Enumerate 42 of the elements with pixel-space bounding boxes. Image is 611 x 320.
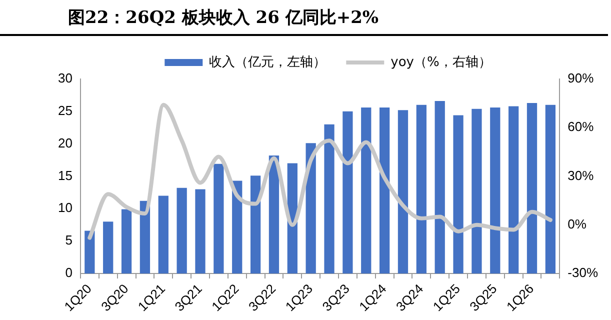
y-tick-label: 30 <box>58 70 72 86</box>
y2-tick-label: 90% <box>568 70 594 86</box>
bar <box>195 189 206 274</box>
bar <box>324 124 334 274</box>
y-tick-label: 25 <box>58 102 72 118</box>
bar <box>490 108 500 274</box>
bar <box>398 110 408 274</box>
y-tick-label: 20 <box>58 135 72 150</box>
y-tick-label: 0 <box>65 265 72 280</box>
bar <box>508 106 519 274</box>
bar <box>526 102 538 274</box>
bar <box>158 196 168 274</box>
bar <box>250 176 261 274</box>
bar <box>287 163 298 274</box>
line-series <box>88 102 552 240</box>
chart-title: 图22：26Q2 板块收入 26 亿同比+2% <box>0 0 608 36</box>
bar <box>342 111 353 274</box>
y2-tick-label: 0% <box>568 216 587 232</box>
y-tick-label: 15 <box>58 168 72 183</box>
bar <box>453 115 464 274</box>
y2-tick-label: 60% <box>568 119 594 134</box>
y-tick-label: 10 <box>58 200 72 216</box>
bar <box>434 101 445 274</box>
bar <box>140 200 150 274</box>
bar <box>472 108 482 274</box>
bar <box>545 104 556 274</box>
bar <box>103 222 114 274</box>
bar <box>121 209 132 274</box>
y-tick-label: 5 <box>65 232 72 248</box>
bar <box>232 180 242 274</box>
legend-label: yoy（%，右轴） <box>390 54 492 70</box>
y2-tick-label: 30% <box>568 168 594 183</box>
bar <box>361 108 372 274</box>
legend-label: 收入（亿元，左轴） <box>209 54 326 70</box>
y2-tick-label: -30% <box>568 265 598 280</box>
bar <box>379 108 390 274</box>
bar <box>268 155 280 274</box>
bar <box>416 104 426 274</box>
bar <box>84 230 95 274</box>
bar <box>306 143 316 274</box>
bar <box>214 164 224 274</box>
bar <box>176 188 187 274</box>
